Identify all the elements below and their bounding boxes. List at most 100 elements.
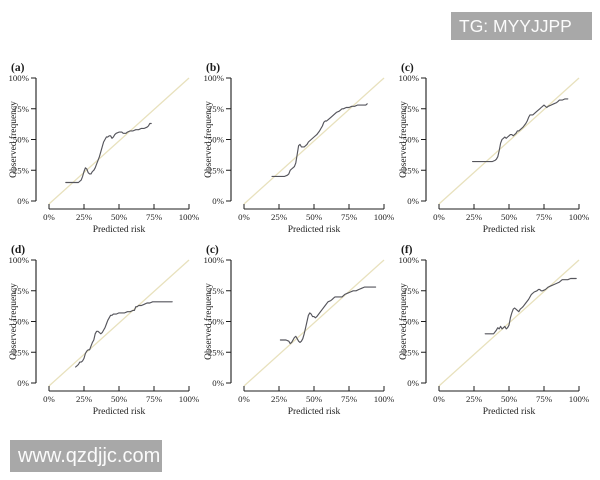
calibration-plot-d: 0% 0% 25% 25% 50% 50% 75% 75% 100% 100% Predicted … (8, 244, 200, 417)
y-tick-label: 0% (407, 196, 419, 206)
panel-label: (a) (11, 62, 25, 74)
y-tick-label: 25% (13, 165, 30, 175)
y-tick-label: 100% (398, 73, 419, 83)
y-axis-title: Observed frequency (203, 283, 214, 360)
y-tick-label: 0% (407, 378, 419, 388)
calibration-curve (279, 286, 377, 345)
y-tick-label: 100% (398, 255, 419, 265)
x-axis-title: Predicted risk (288, 407, 341, 417)
reference-line (438, 77, 580, 205)
y-tick-label: 75% (208, 286, 225, 296)
y-axis-title: Observed frequency (8, 101, 19, 178)
y-tick-label: 75% (13, 104, 30, 114)
panel-f: 0% 0% 25% 25% 50% 50% 75% 75% 100% 100% Predicted … (396, 238, 591, 420)
x-tick-label: 100% (569, 394, 590, 404)
x-tick-label: 25% (76, 394, 93, 404)
y-tick-label: 75% (403, 104, 420, 114)
panel-label: (c) (206, 244, 219, 256)
panel-label: (b) (206, 62, 220, 74)
y-tick-label: 75% (208, 104, 225, 114)
x-axis-title: Predicted risk (483, 225, 536, 235)
y-tick-label: 100% (203, 255, 224, 265)
calibration-plot-a: 0% 0% 25% 25% 50% 50% 75% 75% 100% 100% Predicted … (8, 62, 200, 235)
x-tick-label: 25% (466, 394, 483, 404)
x-tick-label: 0% (238, 394, 250, 404)
y-tick-label: 25% (208, 347, 225, 357)
x-tick-label: 50% (306, 394, 323, 404)
x-axis-title: Predicted risk (93, 225, 146, 235)
calibration-curve (271, 103, 368, 177)
y-tick-label: 75% (13, 286, 30, 296)
calibration-plot-b: 0% 0% 25% 25% 50% 50% 75% 75% 100% 100% Predicted … (203, 62, 395, 235)
panel-a: 0% 0% 25% 25% 50% 50% 75% 75% 100% 100% Predicted … (6, 56, 201, 238)
calibration-figure: 0% 0% 25% 25% 50% 50% 75% 75% 100% 100% Predicted … (6, 56, 591, 420)
y-tick-label: 0% (17, 378, 29, 388)
y-tick-label: 100% (8, 255, 29, 265)
calibration-curve (484, 277, 577, 335)
panel-label: (d) (11, 244, 25, 256)
watermark-telegram: TG: MYYJJPP (451, 12, 592, 40)
calibration-plot-e: 0% 0% 25% 25% 50% 50% 75% 75% 100% 100% Predicted … (203, 244, 395, 417)
y-tick-label: 50% (208, 135, 225, 145)
panel-e: 0% 0% 25% 25% 50% 50% 75% 75% 100% 100% Predicted … (201, 238, 396, 420)
x-tick-label: 0% (238, 212, 250, 222)
reference-line (48, 77, 190, 205)
x-axis-title: Predicted risk (483, 407, 536, 417)
y-axis-title: Observed frequency (398, 283, 409, 360)
panel-d: 0% 0% 25% 25% 50% 50% 75% 75% 100% 100% Predicted … (6, 238, 201, 420)
y-tick-label: 100% (203, 73, 224, 83)
x-tick-label: 50% (306, 212, 323, 222)
reference-line (48, 259, 190, 387)
y-tick-label: 25% (403, 347, 420, 357)
x-tick-label: 100% (179, 212, 200, 222)
y-axis-title: Observed frequency (8, 283, 19, 360)
x-axis-title: Predicted risk (93, 407, 146, 417)
x-tick-label: 50% (111, 394, 128, 404)
y-tick-label: 100% (8, 73, 29, 83)
panel-c: 0% 0% 25% 25% 50% 50% 75% 75% 100% 100% Predicted … (396, 56, 591, 238)
x-tick-label: 0% (43, 212, 55, 222)
x-tick-label: 100% (374, 212, 395, 222)
y-tick-label: 0% (212, 196, 224, 206)
watermark-website: www.qzdjjc.com (10, 440, 162, 472)
y-tick-label: 0% (17, 196, 29, 206)
y-tick-label: 50% (13, 135, 30, 145)
panel-label: (f) (401, 244, 413, 256)
x-tick-label: 25% (466, 212, 483, 222)
x-axis-title: Predicted risk (288, 225, 341, 235)
y-axis-title: Observed frequency (203, 101, 214, 178)
x-tick-label: 100% (179, 394, 200, 404)
calibration-plot-f: 0% 0% 25% 25% 50% 50% 75% 75% 100% 100% Predicted … (398, 244, 590, 417)
calibration-plot-c: 0% 0% 25% 25% 50% 50% 75% 75% 100% 100% Predicted … (398, 62, 590, 235)
x-tick-label: 50% (501, 394, 518, 404)
y-tick-label: 25% (403, 165, 420, 175)
x-tick-label: 100% (374, 394, 395, 404)
x-tick-label: 50% (501, 212, 518, 222)
calibration-curve (65, 122, 152, 184)
y-tick-label: 25% (208, 165, 225, 175)
x-tick-label: 75% (341, 212, 358, 222)
y-tick-label: 50% (403, 317, 420, 327)
x-tick-label: 0% (43, 394, 55, 404)
x-tick-label: 75% (536, 212, 553, 222)
x-tick-label: 75% (536, 394, 553, 404)
y-tick-label: 75% (403, 286, 420, 296)
y-tick-label: 25% (13, 347, 30, 357)
x-tick-label: 75% (341, 394, 358, 404)
calibration-curve (75, 301, 173, 368)
x-tick-label: 75% (146, 394, 163, 404)
x-tick-label: 75% (146, 212, 163, 222)
x-tick-label: 100% (569, 212, 590, 222)
y-axis-title: Observed frequency (398, 101, 409, 178)
panel-b: 0% 0% 25% 25% 50% 50% 75% 75% 100% 100% Predicted … (201, 56, 396, 238)
x-tick-label: 0% (433, 394, 445, 404)
y-tick-label: 0% (212, 378, 224, 388)
calibration-curve (472, 98, 569, 163)
panel-label: (c) (401, 62, 414, 74)
y-tick-label: 50% (208, 317, 225, 327)
x-tick-label: 0% (433, 212, 445, 222)
x-tick-label: 25% (76, 212, 93, 222)
reference-line (243, 77, 385, 205)
y-tick-label: 50% (403, 135, 420, 145)
